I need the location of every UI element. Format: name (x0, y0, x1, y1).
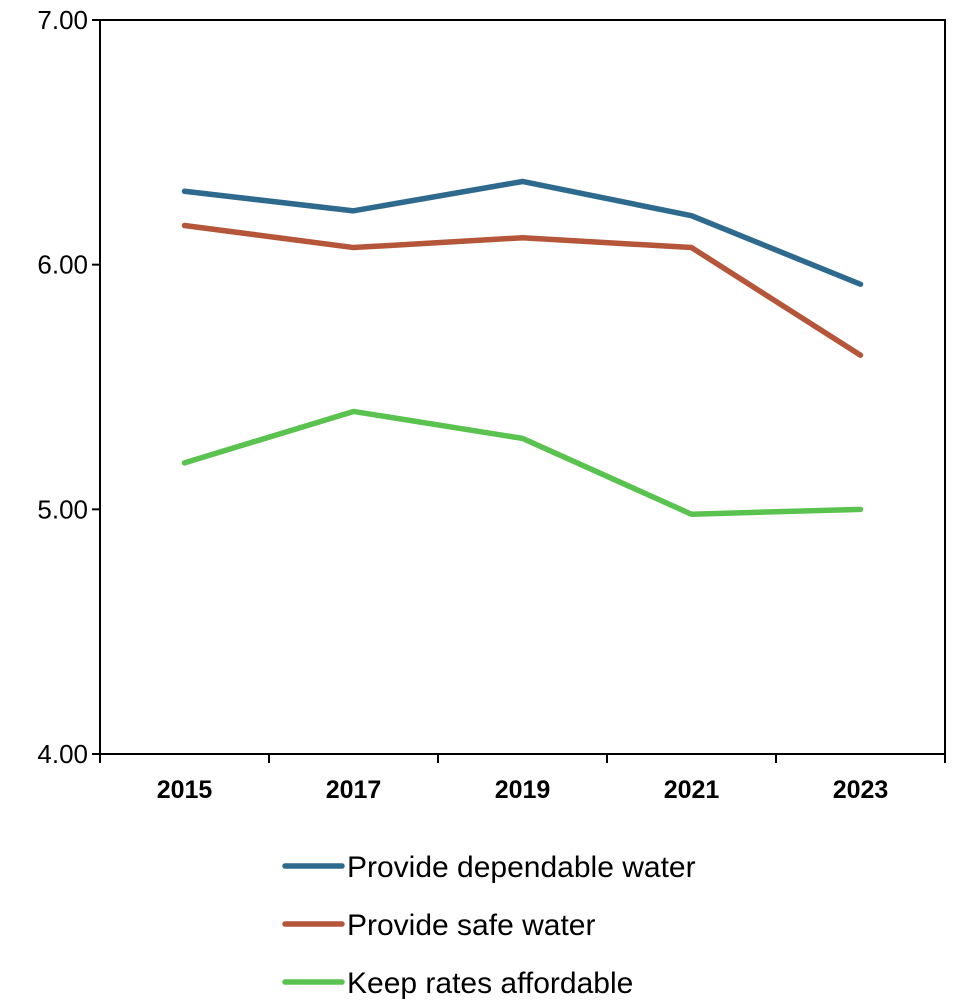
legend-label: Provide dependable water (347, 851, 696, 884)
axes: 4.00 5.00 6.00 7.00 2015 2017 2019 2021 2023 (37, 5, 946, 804)
x-tick-label: 2015 (157, 776, 213, 804)
series-lines (181, 178, 864, 517)
series-line-2 (181, 408, 864, 517)
legend-label: Provide safe water (347, 909, 595, 942)
legend-label: Keep rates affordable (347, 967, 633, 1000)
plot-area-border (99, 19, 946, 755)
series-line-1 (181, 222, 864, 358)
y-tick-label: 7.00 (37, 5, 88, 35)
x-tick-label: 2023 (833, 776, 889, 804)
y-tick-label: 5.00 (37, 494, 88, 524)
legend: Provide dependable water Provide safe wat… (282, 851, 696, 1000)
x-tick-label: 2019 (495, 776, 551, 804)
y-tick-label: 4.00 (37, 739, 88, 769)
y-tick-label: 6.00 (37, 250, 88, 280)
series-line-0 (181, 178, 864, 287)
x-tick-label: 2021 (664, 776, 720, 804)
x-tick-label: 2017 (326, 776, 382, 804)
